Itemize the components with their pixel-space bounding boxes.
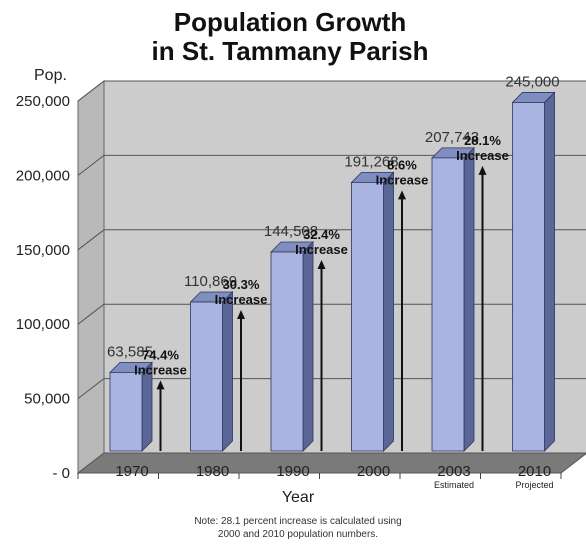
floor [76,452,586,474]
gridline-side [77,378,105,399]
note-line-2: 2000 and 2010 population numbers. [218,529,378,540]
y-tick-label: 250,000 [16,93,70,110]
y-tick-label: - 0 [52,465,70,482]
arrow-head [237,310,245,320]
bar-value-label: 191,268 [344,153,398,170]
x-tick-sublabel: Projected [515,480,553,490]
gridline-side [77,155,105,176]
gridline-side [77,229,105,251]
bar [270,251,304,452]
growth-pct-label: 30.3% [223,277,260,292]
bar [190,301,223,452]
bar-side [383,171,394,452]
x-tick-label: 2000 [357,463,390,480]
chart-title-line-2: in St. Tammany Parish [152,36,429,66]
bar-side [463,146,475,452]
growth-pct-label: 28.1% [464,133,501,148]
bar [351,181,384,452]
growth-word-label: Increase [456,148,509,163]
chart-title-line-1: Population Growth [174,7,407,37]
bar-value-label: 144,508 [264,223,318,240]
x-tick-label: 1980 [196,463,229,480]
bar [109,371,143,452]
growth-word-label: Increase [215,292,268,307]
y-axis-label: Pop. [34,67,67,84]
y-tick-label: 100,000 [16,316,70,333]
bar [512,102,545,452]
arrow-head [156,380,165,390]
x-tick-label: 1990 [276,463,309,480]
growth-word-label: Increase [134,362,187,377]
growth-pct-label: 8.6% [387,157,417,172]
bar-side [222,291,233,452]
bar-value-label: 110,869 [184,273,237,290]
y-tick-label: 50,000 [24,391,70,408]
x-tick-label: 2010 [518,463,551,480]
bar-value-label: 63,585 [107,343,153,360]
x-tick-sublabel: Estimated [434,480,474,490]
growth-word-label: Increase [295,242,348,257]
y-tick-label: 150,000 [16,242,70,259]
gridline-side [77,303,105,325]
note-line-1: Note: 28.1 percent increase is calculate… [194,516,401,527]
side-wall [77,79,105,475]
bar-side [302,241,314,452]
growth-pct-label: 32.4% [303,227,340,242]
growth-word-label: Increase [376,172,429,187]
arrow-head [478,165,487,175]
arrow-head [317,259,326,269]
arrow-head [398,190,406,200]
plot-area: - 0 50,000 100,000 150,000 200,000 250,000 63,… [16,73,586,490]
x-axis-label: Year [282,489,315,506]
y-tick-label: 200,000 [16,167,70,184]
gridline-side [77,80,105,102]
bar [431,157,465,452]
x-tick-label: 1970 [115,463,148,480]
growth-pct-label: 74.4% [142,347,179,362]
x-tick-label: 2003 [437,463,470,480]
bar-value-label: 245,000 [505,73,559,90]
bar-side [544,91,555,452]
bar-value-label: 207,743 [425,129,479,146]
